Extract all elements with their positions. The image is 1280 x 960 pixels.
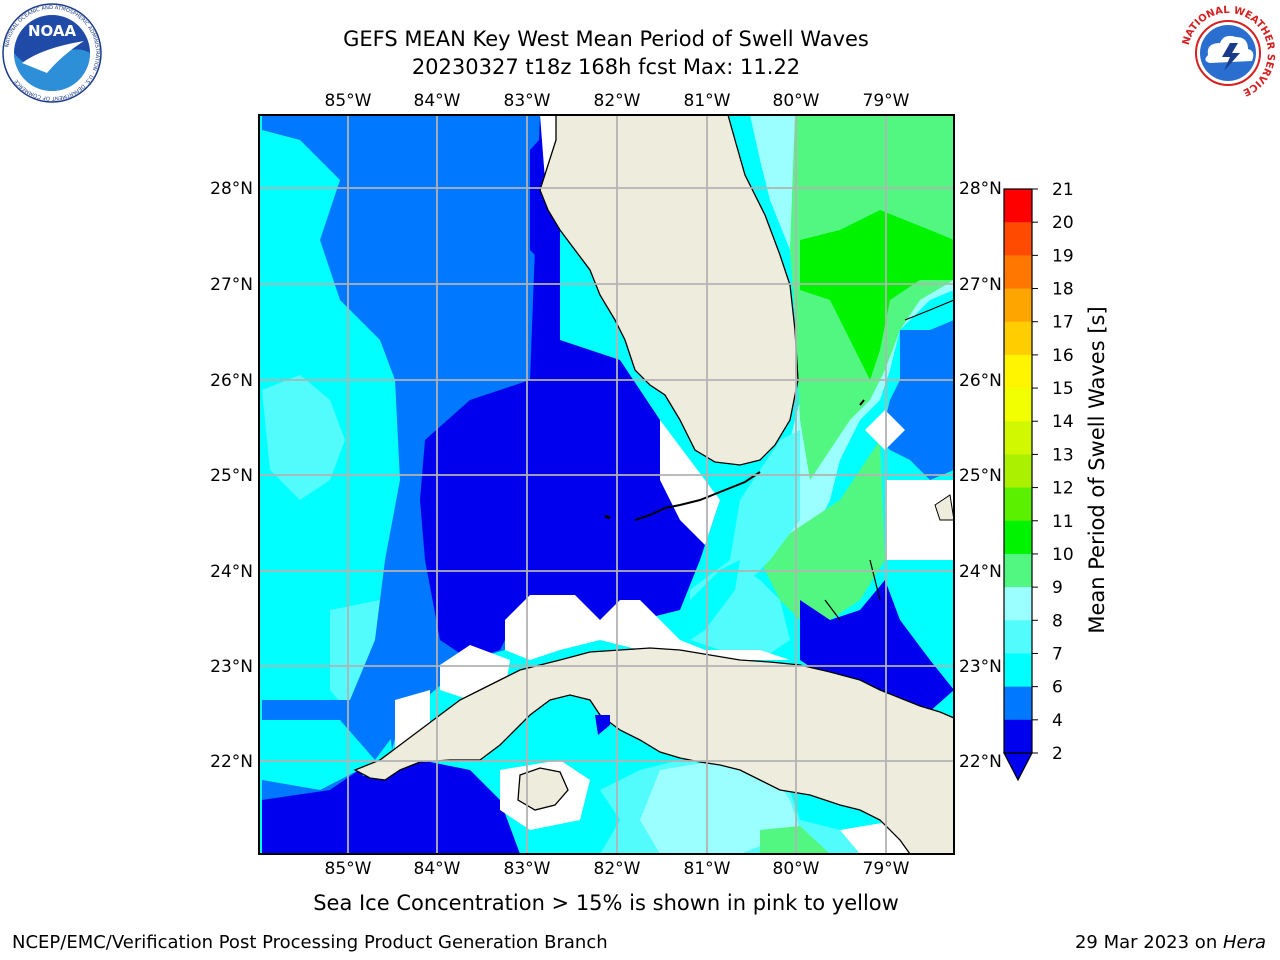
land-isla-juventud: [517, 767, 569, 811]
colorbar-segment: [1004, 354, 1032, 389]
lat-tick-label: 22°N: [959, 752, 1002, 772]
nws-logo-icon: NATIONAL WEATHER SERVICE: [1178, 3, 1278, 107]
colorbar-tick-label: 7: [1052, 644, 1063, 664]
lat-tick-label: 28°N: [959, 179, 1002, 199]
swell-field-green: [800, 210, 954, 380]
lon-ticks-top: 85°W 84°W 83°W 82°W 81°W 80°W 79°W: [325, 91, 910, 111]
lat-tick-label: 24°N: [959, 562, 1002, 582]
map-title: GEFS MEAN Key West Mean Period of Swell …: [343, 27, 869, 51]
no-data-region: [505, 595, 790, 660]
colorbar: 21 20 19 18 17 16 15 14 13 12 11 10 9 8 7 6 4 2: [1003, 180, 1074, 782]
land-florida: [539, 115, 799, 466]
lat-tick-label: 26°N: [959, 371, 1002, 391]
colorbar-tick-label: 13: [1052, 445, 1074, 465]
lon-tick-label: 83°W: [504, 859, 551, 879]
colorbar-segment: [1004, 288, 1032, 323]
colorbar-segment: [1004, 653, 1032, 688]
colorbar-label: Mean Period of Swell Waves [s]: [1085, 306, 1109, 633]
noaa-logo-icon: NOAA NATIONAL OCEANIC AND ATMOSPHERIC AD…: [2, 3, 102, 107]
colorbar-frame: [1003, 188, 1033, 754]
run-date: 29 Mar 2023 on: [1074, 932, 1223, 953]
lon-tick-label: 84°W: [414, 91, 461, 111]
map-frame: [258, 114, 955, 855]
lon-tick-label: 79°W: [863, 859, 910, 879]
colorbar-extend-min: [1003, 752, 1033, 782]
colorbar-tick-label: 18: [1052, 280, 1074, 300]
colorbar-tick-label: 9: [1052, 578, 1063, 598]
map-plot-area: [259, 115, 954, 854]
colorbar-tick-label: 17: [1052, 313, 1074, 333]
colorbar-segment: [1004, 421, 1032, 455]
swell-field-darkblue: [420, 115, 720, 660]
lat-ticks-right: 28°N 27°N 26°N 25°N 24°N 23°N 22°N: [959, 179, 1002, 772]
lon-tick-label: 83°W: [504, 91, 551, 111]
colorbar-tick-label: 4: [1052, 711, 1063, 731]
lon-tick-label: 85°W: [325, 91, 372, 111]
colorbar-tick-label: 16: [1052, 346, 1074, 366]
colorbar-segment: [1004, 620, 1032, 654]
colorbar-segment: [1004, 553, 1032, 588]
lat-tick-label: 25°N: [959, 466, 1002, 486]
colorbar-segment: [1004, 520, 1032, 555]
land-cuba: [353, 647, 954, 854]
colorbar-segment: [1004, 321, 1032, 356]
colorbar-tick-label: 11: [1052, 512, 1074, 532]
colorbar-tick-label: 6: [1052, 678, 1063, 698]
lon-tick-label: 79°W: [863, 91, 910, 111]
lat-tick-label: 23°N: [959, 657, 1002, 677]
sea-ice-note: Sea Ice Concentration > 15% is shown in …: [313, 891, 899, 915]
colorbar-segment: [1004, 222, 1032, 256]
colorbar-segment: [1004, 255, 1032, 290]
svg-text:NOAA: NOAA: [28, 22, 77, 40]
colorbar-segment: [1004, 719, 1032, 754]
lon-tick-label: 82°W: [594, 91, 641, 111]
lat-tick-label: 27°N: [959, 275, 1002, 295]
colorbar-tick-label: 8: [1052, 611, 1063, 631]
lat-tick-label: 25°N: [210, 466, 253, 486]
colorbar-segment: [1004, 388, 1032, 422]
lat-ticks-left: 28°N 27°N 26°N 25°N 24°N 23°N 22°N: [210, 179, 253, 772]
colorbar-tick-label: 12: [1052, 479, 1074, 499]
lon-tick-label: 82°W: [594, 859, 641, 879]
lon-tick-label: 81°W: [684, 91, 731, 111]
colorbar-segment: [1004, 587, 1032, 621]
colorbar-segment: [1004, 454, 1032, 489]
credit-text: NCEP/EMC/Verification Post Processing Pr…: [12, 932, 608, 953]
colorbar-segment: [1004, 487, 1032, 522]
lat-tick-label: 27°N: [210, 275, 253, 295]
colorbar-tick-label: 19: [1052, 246, 1074, 266]
lon-tick-label: 84°W: [414, 859, 461, 879]
lat-tick-label: 24°N: [210, 562, 253, 582]
lon-tick-label: 80°W: [773, 859, 820, 879]
host-name: Hera: [1222, 932, 1266, 953]
lon-tick-label: 80°W: [773, 91, 820, 111]
colorbar-segment: [1004, 686, 1032, 721]
colorbar-tick-label: 2: [1052, 744, 1063, 764]
colorbar-tick-label: 21: [1052, 180, 1074, 200]
lon-tick-label: 85°W: [325, 859, 372, 879]
colorbar-tick-label: 10: [1052, 545, 1074, 565]
colorbar-tick-label: 20: [1052, 213, 1074, 233]
lat-tick-label: 28°N: [210, 179, 253, 199]
colorbar-segment: [1004, 189, 1032, 223]
lat-tick-label: 23°N: [210, 657, 253, 677]
map-grid: [259, 115, 954, 854]
lon-ticks-bottom: 85°W 84°W 83°W 82°W 81°W 80°W 79°W: [325, 859, 910, 879]
colorbar-tick-label: 15: [1052, 379, 1074, 399]
land-bahamas: [904, 299, 954, 321]
date-host-text: 29 Mar 2023 on Hera: [1075, 932, 1266, 953]
lat-tick-label: 26°N: [210, 371, 253, 391]
swell-field-cyan-light: [262, 375, 345, 500]
lon-tick-label: 81°W: [684, 859, 731, 879]
colorbar-tick-label: 14: [1052, 412, 1074, 432]
lat-tick-label: 22°N: [210, 752, 253, 772]
land-florida-keys: [634, 471, 761, 521]
map-subtitle: 20230327 t18z 168h fcst Max: 11.22: [411, 55, 801, 79]
